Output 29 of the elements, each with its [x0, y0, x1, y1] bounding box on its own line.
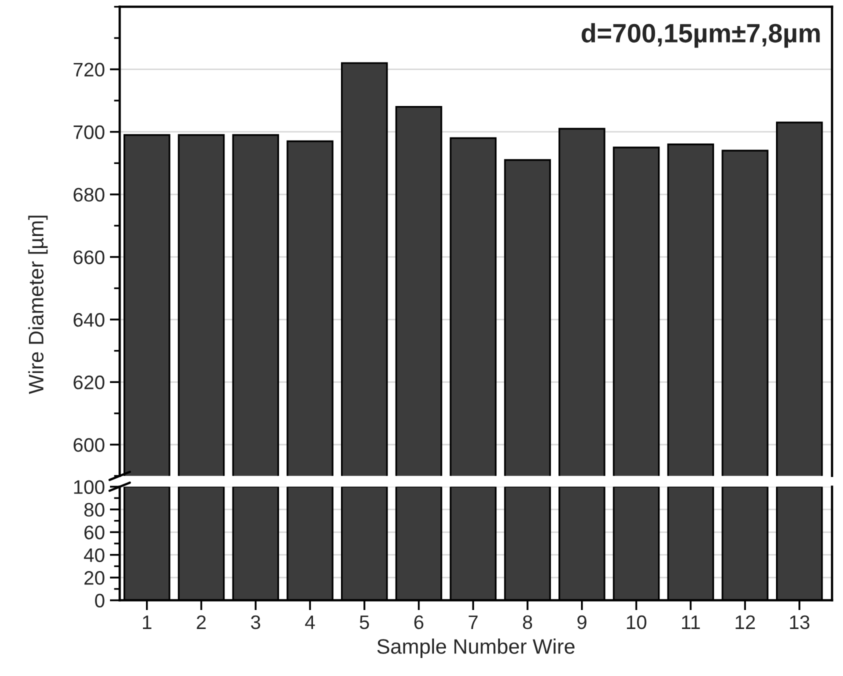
annotation: d=700,15µm±7,8µm: [582, 23, 820, 48]
y-tick-label: 100: [74, 480, 104, 494]
x-tick-label: 6: [414, 615, 424, 630]
y-tick-label: 620: [74, 376, 104, 390]
y-tick-label: 660: [74, 250, 104, 264]
y-tick-label: 700: [74, 125, 104, 140]
x-axis-title: Sample Number Wire: [377, 638, 575, 658]
x-tick-label: 11: [682, 616, 700, 629]
y-tick-label: 0: [95, 594, 104, 608]
y-tick-label: 40: [84, 548, 104, 562]
x-tick-label: 1: [142, 616, 152, 629]
x-tick-label: 8: [522, 615, 532, 630]
y-tick-label: 720: [74, 62, 104, 77]
x-tick-label: 4: [305, 616, 315, 629]
x-tick-label: 10: [626, 615, 646, 630]
x-tick-label: 13: [790, 615, 810, 630]
y-axis-title: Wire Diameter [µm]: [28, 216, 48, 394]
y-tick-label: 600: [74, 438, 104, 452]
y-tick-label: 80: [84, 502, 104, 517]
y-tick-label: 60: [84, 526, 104, 540]
x-tick-label: 12: [736, 615, 755, 629]
x-tick-label: 9: [577, 615, 586, 630]
x-tick-label: 2: [196, 615, 206, 629]
y-tick-label: 20: [84, 571, 104, 585]
y-tick-label: 640: [74, 312, 104, 327]
x-tick-label: 7: [468, 616, 478, 629]
x-tick-label: 5: [360, 616, 369, 630]
y-tick-label: 680: [74, 188, 104, 202]
x-tick-label: 3: [250, 615, 260, 630]
